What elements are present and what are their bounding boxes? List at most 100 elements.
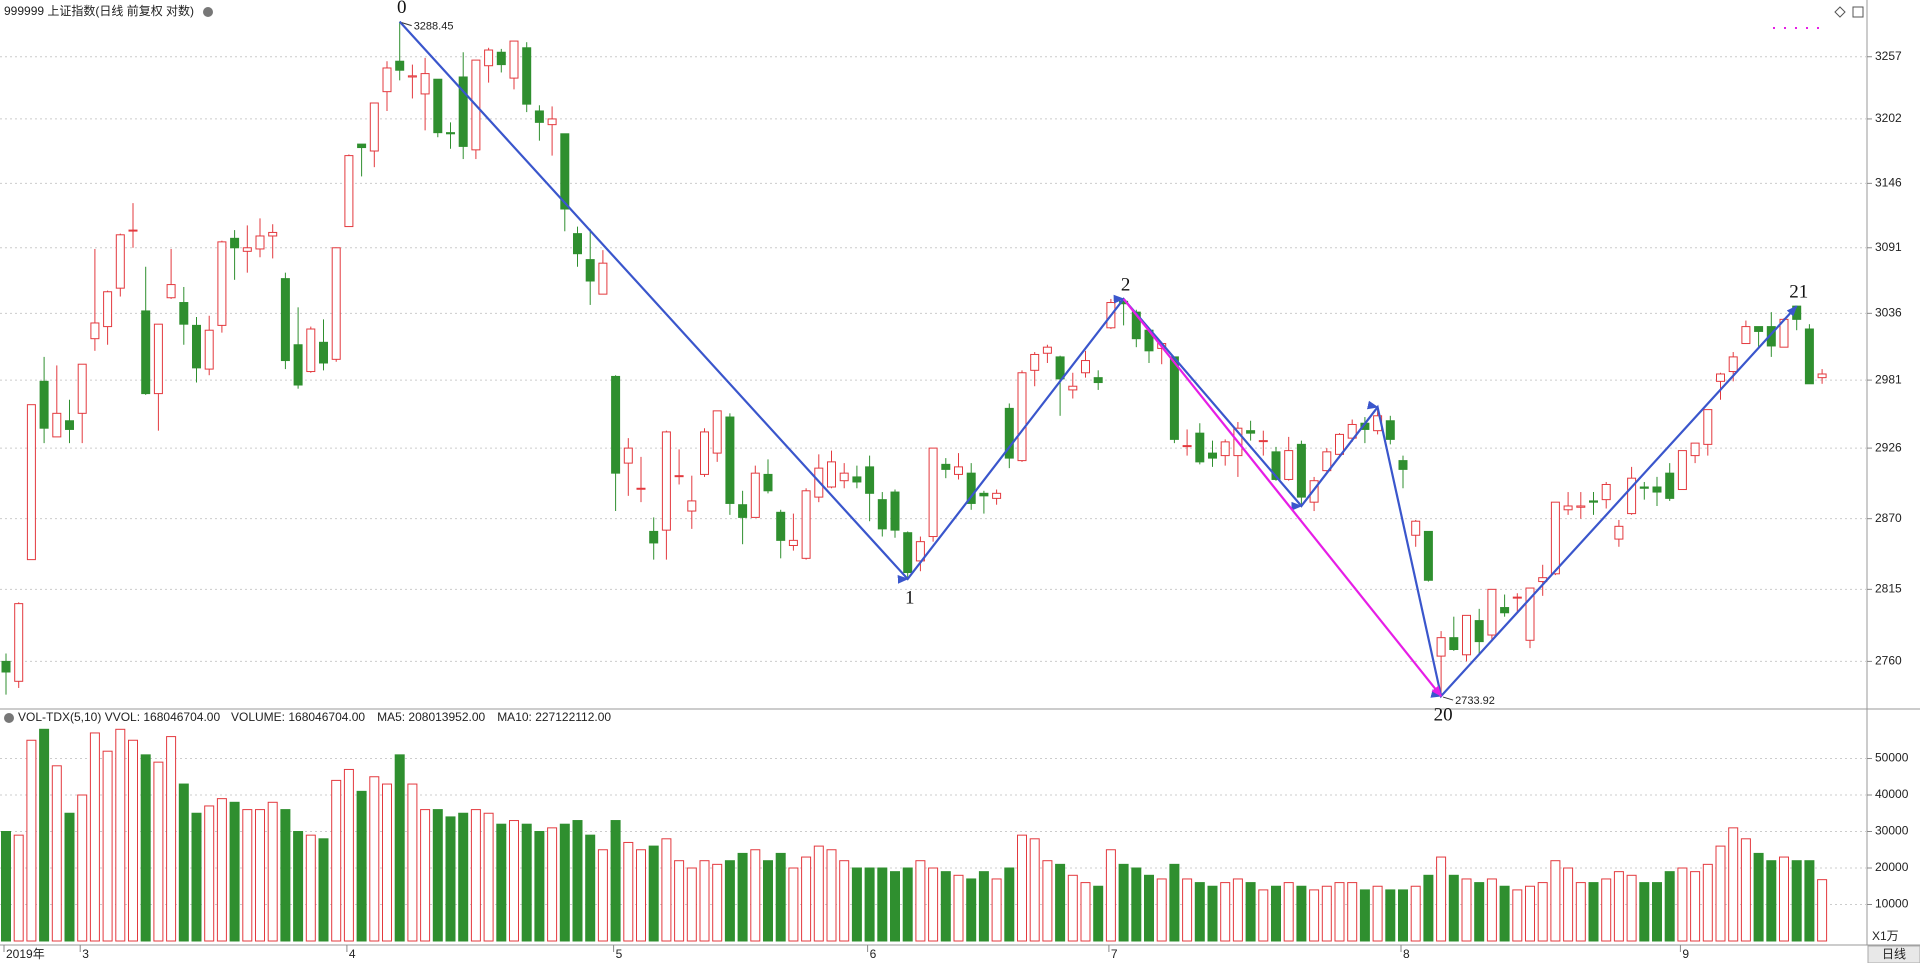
candle-body xyxy=(1817,373,1827,379)
volume-bar xyxy=(115,728,126,942)
volume-bar xyxy=(813,845,824,942)
volume-bar xyxy=(1537,882,1548,942)
price-leader xyxy=(1442,696,1454,701)
volume-bar xyxy=(1486,878,1497,942)
candle-body xyxy=(992,492,1002,499)
volume-bar xyxy=(1118,863,1129,942)
candle-body xyxy=(585,259,595,282)
candle-body xyxy=(1462,614,1471,656)
volume-bar xyxy=(928,867,939,942)
candle-body xyxy=(204,329,214,370)
volume-bar xyxy=(1499,885,1510,942)
volume-bar xyxy=(661,838,672,942)
volume-bar xyxy=(1753,852,1764,942)
candle-body xyxy=(458,76,468,147)
candle-body xyxy=(369,102,379,152)
vol-title: VOL-TDX(5,10) VVOL: 168046704.00 xyxy=(18,710,220,724)
candle-body xyxy=(1068,385,1078,391)
header-icon[interactable] xyxy=(203,7,213,17)
candle-body xyxy=(407,75,417,78)
wave-label: 21 xyxy=(1789,281,1808,302)
volume-bar xyxy=(966,878,977,942)
volume-bar xyxy=(1588,882,1599,942)
candle-body xyxy=(1716,373,1725,382)
volume-bar xyxy=(851,867,862,942)
candle-body xyxy=(52,412,62,438)
wave-label: 0 xyxy=(397,0,407,18)
volume-bar xyxy=(1461,878,1472,942)
candle-body xyxy=(1258,440,1268,443)
price-leader xyxy=(401,22,412,27)
y-tick-label: 2926 xyxy=(1875,440,1902,454)
volume-bar xyxy=(1715,845,1726,942)
candle-body xyxy=(103,291,113,328)
vol-legend: MA10: 227122112.00 xyxy=(497,710,611,724)
volume-bar xyxy=(1169,863,1180,942)
volume-bar xyxy=(153,761,164,942)
candle-body xyxy=(852,476,862,483)
volume-bar xyxy=(978,871,989,942)
candle-body xyxy=(661,431,671,531)
y-tick-label: 2981 xyxy=(1875,372,1902,386)
volume-bar xyxy=(445,816,456,942)
candle-body xyxy=(903,532,913,574)
y-tick-label: 3146 xyxy=(1875,176,1902,190)
candle-body xyxy=(496,51,506,66)
volume-bar xyxy=(1791,860,1802,942)
volume-bar xyxy=(610,820,621,942)
candle-body xyxy=(1576,505,1586,508)
volume-bar xyxy=(864,867,875,942)
candle-body xyxy=(1398,460,1408,470)
candle-body xyxy=(509,40,519,79)
candle-body xyxy=(1423,530,1433,581)
y-tick-label: 20000 xyxy=(1875,860,1909,874)
volume-bar xyxy=(1436,856,1447,942)
volume-bar xyxy=(1055,863,1066,942)
volume-bar xyxy=(1448,874,1459,942)
volume-bar xyxy=(1385,889,1396,942)
candle-body xyxy=(1601,483,1611,501)
candle-body xyxy=(1741,326,1751,345)
candle-body xyxy=(446,132,455,135)
volume-bar xyxy=(1334,882,1345,942)
candle-body xyxy=(738,504,748,518)
vol-icon[interactable] xyxy=(4,713,14,723)
diamond-icon[interactable] xyxy=(1834,6,1846,18)
price-label: 3288.45 xyxy=(414,21,454,33)
volume-bar xyxy=(382,783,392,942)
candle-body xyxy=(725,416,735,504)
candle-body xyxy=(1804,328,1814,385)
volume-bar xyxy=(1245,882,1256,942)
header-title: 999999 上证指数(日线 前复权 对数) xyxy=(4,3,194,18)
volume-bar xyxy=(356,790,367,942)
volume-bar xyxy=(1372,885,1383,942)
candle-body xyxy=(649,530,659,544)
y-tick-label: 3036 xyxy=(1875,306,1902,320)
volume-bar xyxy=(1220,882,1231,942)
volume-bar xyxy=(1271,885,1281,942)
volume-bar xyxy=(915,860,926,942)
volume-bar xyxy=(1093,885,1104,942)
volume-bar xyxy=(280,809,291,942)
volume-bar xyxy=(1156,878,1167,942)
candle-body xyxy=(1614,525,1624,540)
candle-body xyxy=(573,233,582,255)
candle-body xyxy=(865,466,875,494)
candle-body xyxy=(357,143,367,149)
volume-bar xyxy=(1779,856,1789,942)
candle-body xyxy=(763,473,773,492)
y-tick-label: 2870 xyxy=(1875,511,1902,525)
volume-bar xyxy=(1029,838,1040,942)
candle-body xyxy=(395,60,405,71)
volume-bar xyxy=(648,845,659,942)
volume-bar xyxy=(458,812,469,942)
volume-bar xyxy=(496,823,507,942)
panel-icon[interactable] xyxy=(1852,6,1864,18)
x-tick-label: 8 xyxy=(1403,947,1410,961)
volume-bar xyxy=(1652,882,1662,942)
candle-body xyxy=(636,487,646,490)
volume-bar xyxy=(902,867,913,942)
candle-body xyxy=(14,603,24,682)
volume-bar xyxy=(826,849,837,942)
